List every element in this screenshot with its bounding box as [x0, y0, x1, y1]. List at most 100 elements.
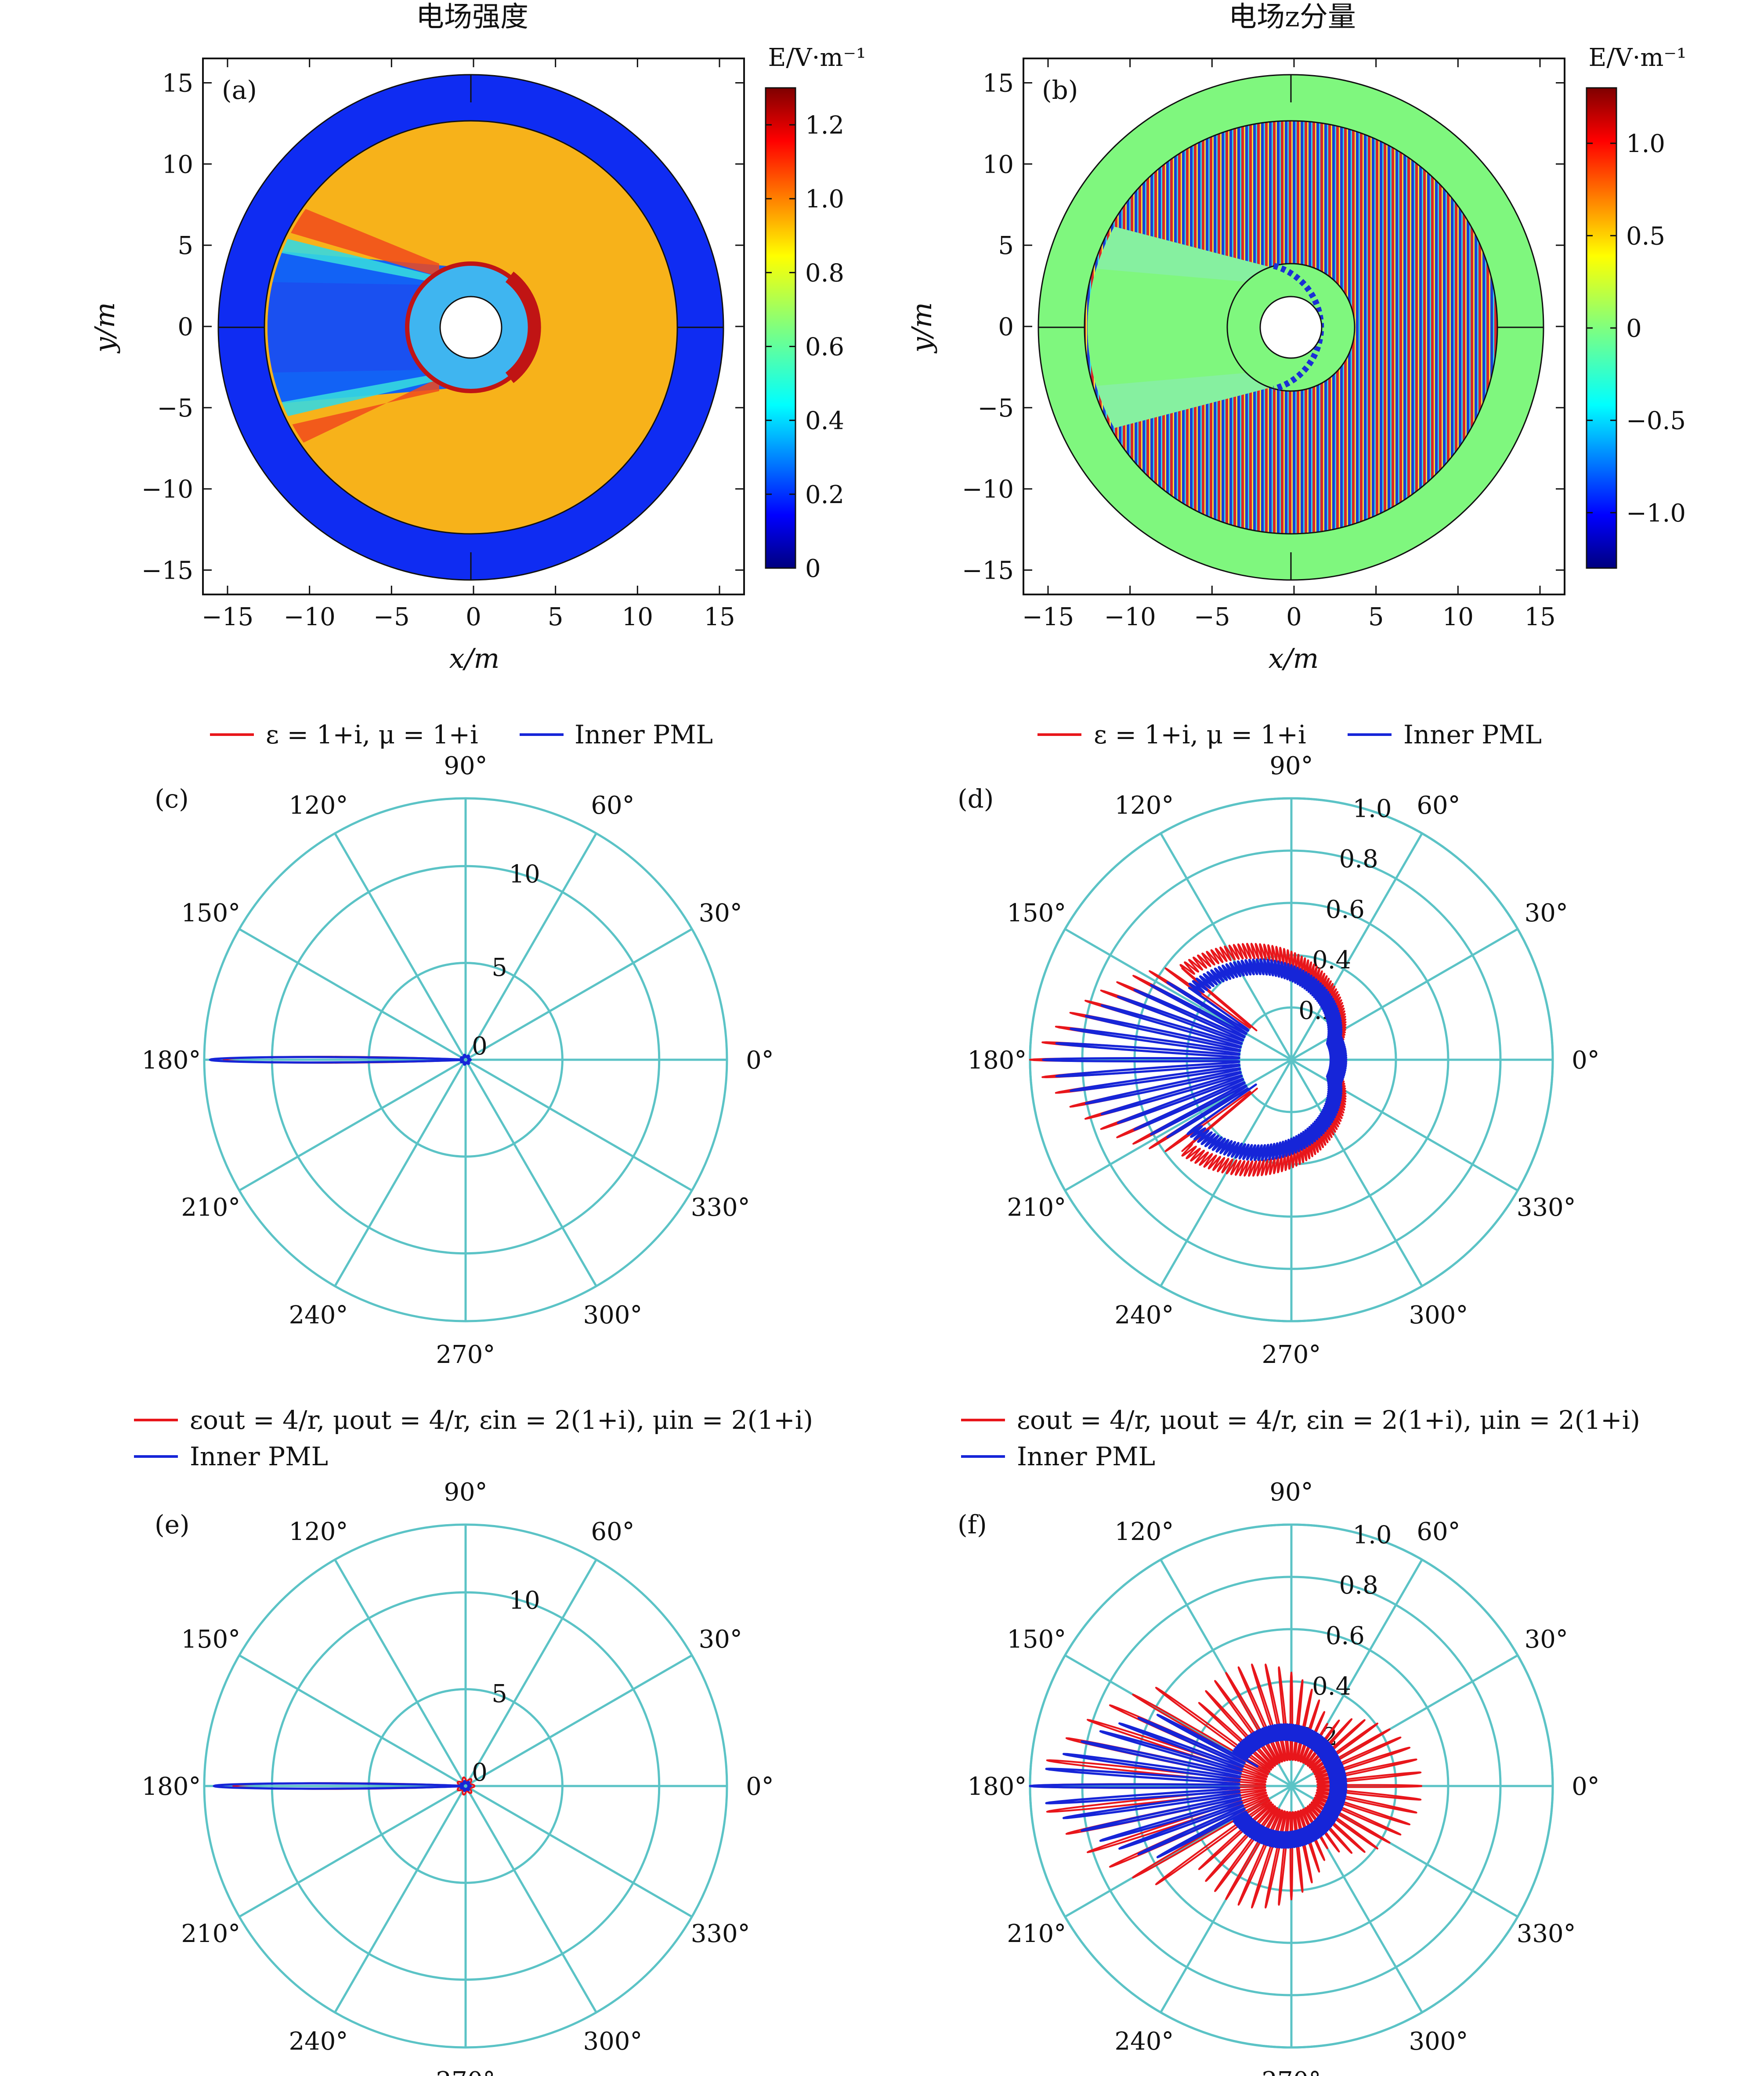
panel-e: 0° 30° 60° 90° 120° 150° 180° 210° 240° 270° 300° 3…: [142, 1478, 774, 2076]
y-tick-label: 5: [998, 232, 1014, 260]
colorbar-tick-label: 0.5: [1626, 222, 1665, 250]
polar-spoke: [334, 1785, 467, 2013]
y-tick-label: 15: [162, 69, 193, 98]
panel-a-label: (a): [222, 75, 257, 105]
panel-label: (d): [958, 784, 994, 814]
polar-angle-label: 300°: [1409, 2027, 1468, 2056]
polar-ring-label: 0: [472, 1032, 488, 1061]
y-tick-label: 0: [998, 313, 1014, 341]
polar-ring-label: 10: [509, 860, 540, 888]
polar-angle-label: 330°: [691, 1920, 750, 1948]
y-tick-label: −10: [962, 475, 1014, 504]
colorbar-b-ticks: −1.0 −0.5 0 0.5 1.0: [1587, 130, 1686, 528]
polar-angle-label: 90°: [444, 752, 487, 780]
y-tick-label: 0: [177, 313, 193, 341]
polar-angle-label: 60°: [1417, 1518, 1460, 1546]
polar-angle-label: 90°: [444, 1478, 487, 1507]
colorbar-tick-label: 0: [1626, 315, 1642, 343]
y-tick-label: −5: [157, 394, 193, 423]
x-tick-label: 15: [1524, 603, 1555, 631]
polar-angle-label: 210°: [181, 1920, 240, 1948]
polar-spoke: [334, 1559, 467, 1787]
legend-red-label: ε = 1+i, μ = 1+i: [266, 720, 478, 750]
polar-ring-label: 5: [492, 953, 507, 982]
polar-angle-label: 330°: [1517, 1920, 1576, 1948]
polar-angle-label: 120°: [289, 791, 348, 820]
polar-angle-label: 300°: [1409, 1301, 1468, 1330]
polar-spoke: [464, 1785, 597, 2013]
polar-angle-label: 180°: [142, 1046, 201, 1075]
polar-angle-label: 270°: [1262, 1341, 1321, 1369]
polar-angle-label: 30°: [1525, 1625, 1568, 1654]
polar-angle-label: 0°: [1572, 1046, 1600, 1075]
colorbar-tick-label: 1.0: [1626, 130, 1665, 158]
polar-angle-label: 240°: [1115, 1301, 1174, 1330]
colorbar-a: [765, 87, 796, 569]
cyan-edge-upper-a: [267, 228, 439, 283]
polar-spoke: [239, 1654, 466, 1787]
legend-blue-label: Inner PML: [1403, 720, 1542, 750]
polar-spoke: [464, 833, 597, 1061]
colorbar-tick-label: 0.8: [805, 259, 844, 287]
series-inner-pml-curve: [209, 1054, 472, 1066]
axes-a: −15 −10 −5 0 5 10 15 −15 −10 −5 0 5 10 15: [141, 58, 744, 631]
polar-ring-label: 1.0: [1352, 1521, 1392, 1549]
polar-angle-label: 270°: [436, 1341, 495, 1369]
polar-ring-label: 0: [472, 1758, 488, 1787]
x-tick-label: −10: [1104, 603, 1156, 631]
series-inner-pml-curve: [1029, 1714, 1348, 1859]
polar-spoke: [465, 1785, 693, 1918]
polar-angle-label: 0°: [1572, 1772, 1600, 1801]
polar-angle-label: 30°: [1525, 899, 1568, 927]
legend-red-label: εout = 4/r, μout = 4/r, εin = 2(1+i), μi…: [1017, 1405, 1640, 1435]
colorbar-b-label: E/V·m⁻¹: [1588, 43, 1686, 72]
polar-angle-label: 30°: [699, 1625, 742, 1654]
polar-spoke: [1290, 833, 1423, 1061]
colorbar-tick-label: 0: [805, 554, 821, 583]
hole-b: [1259, 296, 1323, 359]
polar-spoke: [239, 1058, 466, 1192]
polar-spoke: [1290, 1059, 1423, 1287]
polar-angle-label: 210°: [1007, 1920, 1066, 1948]
polar-angle-label: 90°: [1269, 752, 1313, 780]
polar-spoke: [334, 1059, 467, 1287]
y-tick-label: 10: [983, 150, 1014, 179]
polar-spoke: [464, 1059, 597, 1287]
polar-spoke: [1064, 1785, 1292, 1918]
polar-angle-label: 150°: [1007, 1625, 1066, 1654]
polar-angle-label: 0°: [746, 1772, 774, 1801]
x-tick-label: 10: [1442, 603, 1474, 631]
polar-ring-label: 0.4: [1312, 1672, 1351, 1701]
polar-spoke: [465, 1058, 693, 1192]
panel-a-title: 电场强度: [416, 1, 528, 33]
colorbar-tick-label: 1.2: [805, 111, 844, 140]
series-inner-pml-curve: [213, 1780, 472, 1792]
y-tick-label: −5: [977, 394, 1014, 423]
polar-angle-label: 270°: [1262, 2067, 1321, 2076]
panel-a: 电场强度 (a) −15 −10 −5 0 5 10 15 −15 −10 −5 0 5 10 15 x/…: [89, 1, 866, 674]
hole-a: [439, 296, 502, 359]
legend-row3-right: εout = 4/r, μout = 4/r, εin = 2(1+i), μi…: [961, 1405, 1640, 1471]
shell-crescent-a: [505, 272, 541, 383]
polar-angle-label: 180°: [968, 1046, 1027, 1075]
field-a: [267, 185, 470, 470]
polar-spoke: [1064, 928, 1292, 1061]
x-tick-label: 5: [1368, 603, 1384, 631]
x-tick-label: 15: [704, 603, 735, 631]
polar-spoke: [1064, 1058, 1292, 1192]
polar-ring-label: 1.0: [1352, 794, 1392, 823]
x-tick-label: −15: [1022, 603, 1074, 631]
polar-spoke: [464, 1559, 597, 1787]
polar-angle-label: 270°: [436, 2067, 495, 2076]
polar-angle-label: 330°: [691, 1193, 750, 1222]
polar-angle-label: 300°: [583, 1301, 643, 1330]
polar-angle-label: 240°: [289, 2027, 348, 2056]
colorbar-tick-label: 1.0: [805, 185, 844, 214]
panel-c: 0° 30° 60° 90° 120° 150° 180° 210° 240° 270° 300° 3…: [142, 752, 774, 1369]
polar-ring-label: 10: [509, 1586, 540, 1615]
polar-angle-label: 120°: [1115, 1518, 1174, 1546]
field-b: [1088, 207, 1291, 448]
polar-angle-label: 180°: [968, 1772, 1027, 1801]
colorbar-tick-label: 0.2: [805, 481, 844, 509]
colorbar-tick-label: 0.4: [805, 407, 844, 435]
